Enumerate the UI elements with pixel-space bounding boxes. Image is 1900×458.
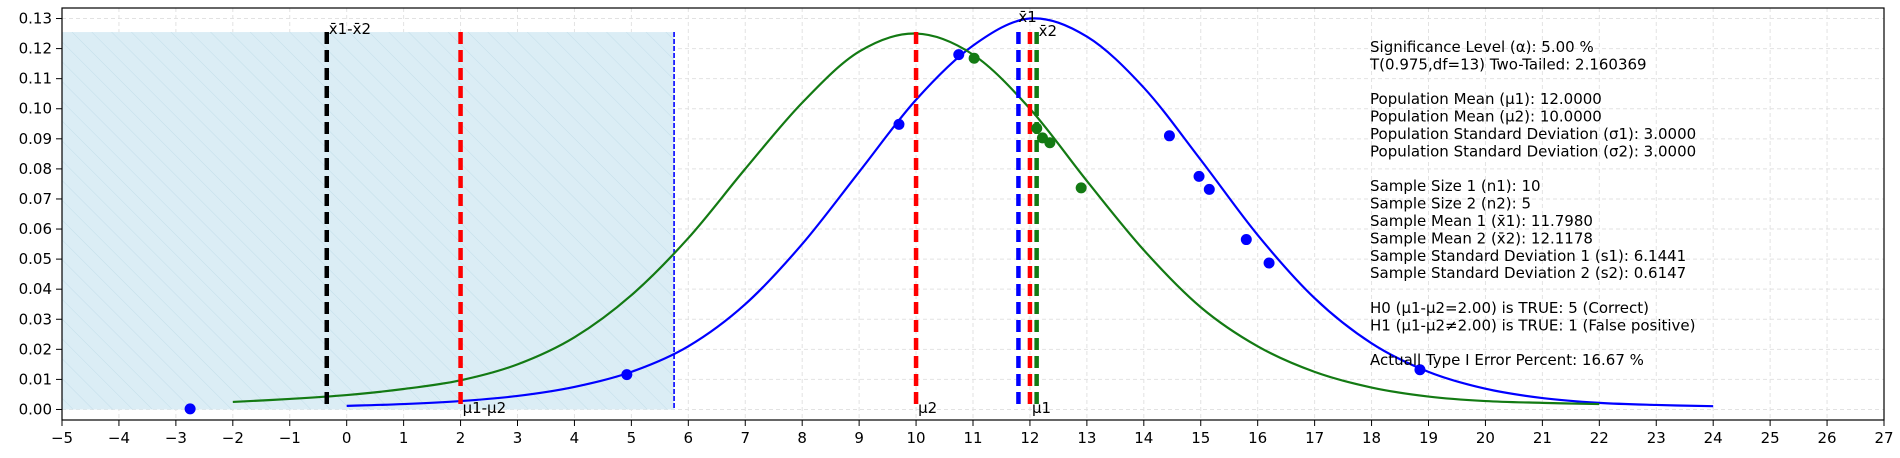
x-tick-label: 8: [797, 429, 807, 447]
x-tick-label: 17: [1305, 429, 1324, 447]
sample-point-blue: [1263, 257, 1275, 269]
x-tick-label: 12: [1020, 429, 1039, 447]
y-tick-label: 0.10: [19, 100, 52, 118]
x-tick-label: 4: [570, 429, 580, 447]
x-tick-label: −2: [222, 429, 244, 447]
y-tick-label: 0.01: [19, 370, 52, 388]
sample-point-blue: [1163, 130, 1175, 142]
sample-point-blue: [1414, 364, 1426, 376]
sample-point-green: [1044, 137, 1056, 149]
x-tick-label: 9: [854, 429, 864, 447]
stats-annotation: Significance Level (α): 5.00 %T(0.975,df…: [1369, 38, 1696, 369]
y-tick-label: 0.11: [19, 70, 52, 88]
annotation-line: Population Mean (μ2): 10.0000: [1370, 108, 1602, 126]
x-tick-label: 2: [456, 429, 466, 447]
x-tick-label: 27: [1874, 429, 1893, 447]
sample-point-blue: [1193, 170, 1205, 182]
y-tick-label: 0.08: [19, 160, 52, 178]
x-tick-label: 21: [1533, 429, 1552, 447]
y-tick-label: 0.07: [19, 190, 52, 208]
annotation-line: Sample Size 2 (n2): 5: [1370, 195, 1531, 213]
sample-points: [184, 49, 1426, 415]
x-tick-label: 10: [907, 429, 926, 447]
x-tick-label: 13: [1077, 429, 1096, 447]
y-tick-label: 0.12: [19, 40, 52, 58]
x-tick-label: −5: [51, 429, 73, 447]
x-tick-label: 15: [1191, 429, 1210, 447]
x-tick-label: −1: [279, 429, 301, 447]
y-tick-label: 0.13: [19, 10, 52, 28]
x-tick-label: 18: [1362, 429, 1381, 447]
sample-point-green: [1031, 122, 1043, 134]
y-tick-label: 0.03: [19, 310, 52, 328]
sample-point-green: [968, 52, 980, 64]
annotation-line: T(0.975,df=13) Two-Tailed: 2.160369: [1369, 55, 1647, 73]
x-tick-label: 11: [963, 429, 982, 447]
annotation-line: H0 (μ1-μ2=2.00) is TRUE: 5 (Correct): [1370, 299, 1649, 317]
sample-point-blue: [184, 403, 196, 415]
x-tick-label: 6: [684, 429, 694, 447]
vline-label: μ2: [918, 399, 937, 417]
vertical-lines: x̄1-x̄2 μ1-μ2 μ2 x̄1 μ1 x̄2: [324, 8, 1057, 417]
y-tick-label: 0.00: [19, 400, 52, 418]
vline-label: x̄2: [1039, 22, 1057, 40]
x-tick-label: 5: [627, 429, 637, 447]
x-tick-label: 24: [1704, 429, 1723, 447]
x-tick-label: 19: [1419, 429, 1438, 447]
annotation-line: Population Mean (μ1): 12.0000: [1370, 90, 1602, 108]
x-tick-label: 3: [513, 429, 523, 447]
annotation-line: Sample Mean 1 (x̄1): 11.7980: [1370, 212, 1593, 230]
annotation-line: Actuall Type I Error Percent: 16.67 %: [1370, 351, 1644, 369]
x-tick-label: 7: [740, 429, 750, 447]
annotation-line: Sample Size 1 (n1): 10: [1370, 177, 1541, 195]
annotation-line: Sample Mean 2 (x̄2): 12.1178: [1370, 229, 1593, 247]
sample-point-blue: [621, 369, 633, 381]
sample-point-blue: [1240, 234, 1252, 246]
rejection-region-hatch: [62, 32, 675, 410]
x-tick-label: 0: [342, 429, 352, 447]
shaded-region: [62, 32, 675, 410]
x-tick-label: 23: [1647, 429, 1666, 447]
x-tick-label: −4: [108, 429, 130, 447]
annotation-line: Population Standard Deviation (σ2): 3.00…: [1370, 142, 1696, 160]
y-tick-label: 0.04: [19, 280, 52, 298]
vline-label: μ1: [1032, 399, 1051, 417]
sample-point-green: [1075, 182, 1087, 194]
annotation-line: Sample Standard Deviation 2 (s2): 0.6147: [1370, 264, 1686, 282]
annotation-line: Significance Level (α): 5.00 %: [1370, 38, 1594, 56]
y-tick-label: 0.06: [19, 220, 52, 238]
y-tick-label: 0.09: [19, 130, 52, 148]
x-tick-label: 14: [1134, 429, 1153, 447]
vline-label: x̄1-x̄2: [329, 20, 371, 38]
x-tick-label: 16: [1248, 429, 1267, 447]
vline-label: μ1-μ2: [463, 399, 507, 417]
sample-point-blue: [893, 118, 905, 130]
annotation-line: Sample Standard Deviation 1 (s1): 6.1441: [1370, 247, 1686, 265]
axes: −5 −4 −3 −2 −1 0 1 2 3 4 5 6 7 8 9 10 11 12 13 14 15 16 17 18 19…: [19, 7, 1894, 447]
sample-point-blue: [1203, 183, 1215, 195]
x-tick-label: 22: [1590, 429, 1609, 447]
annotation-line: H1 (μ1-μ2≠2.00) is TRUE: 1 (False positi…: [1370, 316, 1696, 334]
x-tick-label: −3: [165, 429, 187, 447]
vline-label: x̄1: [1018, 8, 1036, 26]
annotation-line: Population Standard Deviation (σ1): 3.00…: [1370, 125, 1696, 143]
x-tick-label: 25: [1761, 429, 1780, 447]
x-tick-label: 26: [1818, 429, 1837, 447]
x-tick-label: 20: [1476, 429, 1495, 447]
sample-point-blue: [953, 49, 965, 61]
y-tick-label: 0.02: [19, 340, 52, 358]
x-tick-label: 1: [399, 429, 409, 447]
y-tick-label: 0.05: [19, 250, 52, 268]
density-curve-1: [346, 17, 1714, 408]
